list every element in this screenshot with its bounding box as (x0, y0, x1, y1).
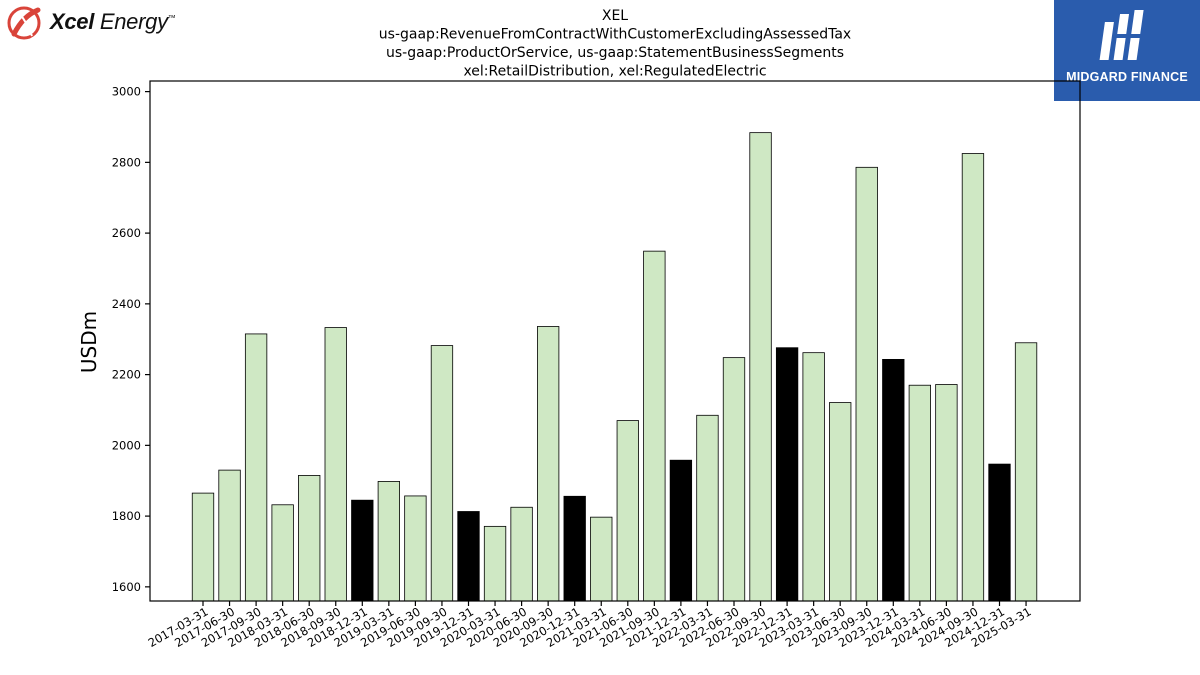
bar-2022-09-30 (749, 132, 772, 602)
y-axis-label: USDm (77, 311, 101, 373)
y-tick-label: 2000 (112, 438, 141, 452)
y-tick-label: 3000 (112, 85, 141, 99)
bar-2025-03-31 (1014, 342, 1038, 602)
bar-2022-03-31 (696, 414, 719, 602)
bar-2022-06-30 (722, 357, 746, 602)
title-line: XEL (602, 8, 628, 24)
y-tick-label: 2200 (112, 368, 141, 382)
bar-2019-12-31 (457, 511, 480, 602)
bar-2018-06-30 (298, 475, 321, 602)
bar-2022-12-31 (775, 347, 799, 602)
xcel-swirl-icon (7, 6, 41, 40)
bar-2024-12-31 (988, 463, 1011, 602)
y-tick-label: 2600 (112, 226, 141, 240)
wordmark-bold: Xcel (50, 9, 95, 34)
bar-2019-06-30 (404, 495, 427, 602)
bars (191, 132, 1038, 602)
plot-frame (149, 80, 1081, 602)
bar-2018-09-30 (324, 327, 347, 602)
bar-2023-09-30 (855, 166, 878, 602)
bar-2019-03-31 (377, 481, 401, 602)
bar-2021-12-31 (669, 459, 693, 602)
bar-2021-06-30 (616, 420, 639, 602)
bar-2024-03-31 (908, 384, 931, 602)
bar-2017-09-30 (244, 333, 268, 602)
bar-2024-06-30 (935, 384, 958, 602)
bar-2023-03-31 (802, 352, 825, 602)
bar-2017-03-31 (191, 492, 215, 602)
wordmark-rest: Energy (99, 9, 168, 34)
bar-2021-03-31 (590, 516, 613, 602)
bar-2018-03-31 (271, 504, 294, 602)
xcel-energy-logo: Xcel Energy™ (6, 4, 196, 42)
y-tick-label: 1600 (112, 580, 141, 594)
bar-2020-03-31 (483, 525, 507, 602)
y-tick-label: 2800 (112, 155, 141, 169)
y-tick-label: 2400 (112, 297, 141, 311)
midgard-brand-text: MIDGARD FINANCE (1066, 70, 1188, 84)
bar-2019-09-30 (430, 345, 454, 602)
trademark: ™ (167, 13, 176, 23)
xcel-wordmark: Xcel Energy™ (50, 9, 176, 35)
bar-2017-06-30 (218, 469, 241, 602)
bar-2020-12-31 (563, 495, 586, 602)
chart-title: XEL us-gaap:RevenueFromContractWithCustom… (379, 8, 851, 80)
bar-2023-12-31 (882, 358, 905, 602)
title-line: xel:RetailDistribution, xel:RegulatedEle… (463, 64, 766, 80)
bar-2018-12-31 (351, 499, 374, 602)
x-axis: 2017-03-312017-06-302017-09-302018-03-31… (146, 601, 1034, 650)
bar-2024-09-30 (961, 153, 985, 602)
bar-2020-09-30 (537, 326, 560, 602)
bar-2023-06-30 (829, 402, 852, 602)
title-line: us-gaap:ProductOrService, us-gaap:Statem… (386, 45, 844, 61)
title-line: us-gaap:RevenueFromContractWithCustomerE… (379, 27, 851, 43)
y-tick-label: 1800 (112, 509, 141, 523)
bar-2021-09-30 (643, 250, 666, 602)
midgard-mark-icon (1099, 10, 1144, 60)
y-axis: 1600 1800 2000 2200 2400 2600 2800 3000 (112, 85, 150, 594)
midgard-finance-logo: MIDGARD FINANCE (1054, 0, 1200, 101)
bar-2020-06-30 (510, 506, 533, 602)
